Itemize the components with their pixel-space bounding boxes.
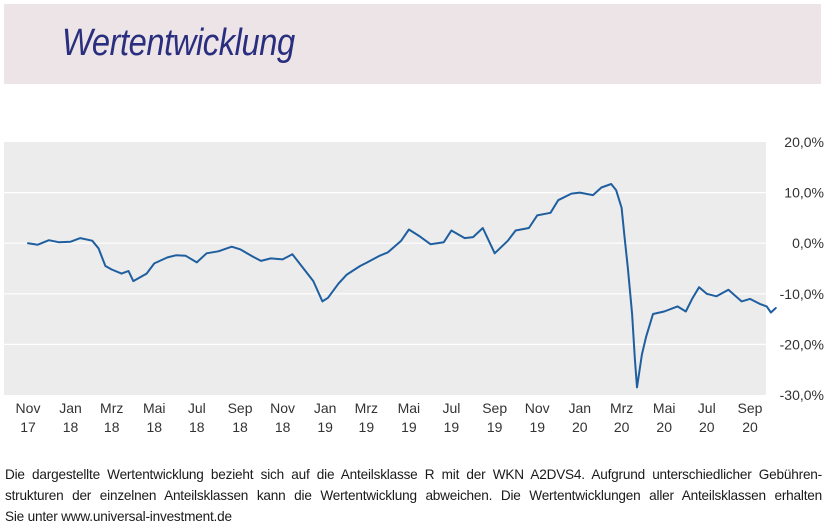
x-tick-month: Nov	[16, 400, 41, 416]
x-tick-year: 20	[656, 419, 672, 435]
y-tick-label: -30,0%	[780, 387, 824, 403]
x-tick-year: 20	[572, 419, 588, 435]
x-tick-month: Jul	[442, 400, 460, 416]
x-tick-year: 17	[20, 419, 36, 435]
x-tick-label: Nov 17	[16, 400, 41, 435]
x-tick-label: Nov 19	[525, 400, 550, 435]
x-tick-month: Jul	[698, 400, 716, 416]
y-tick-label: -20,0%	[780, 336, 824, 352]
x-tick-month: Jul	[188, 400, 206, 416]
x-tick-label: Mrz 20	[610, 400, 633, 435]
plot-background	[4, 142, 766, 395]
y-tick-label: -10,0%	[780, 286, 824, 302]
y-axis-ticks: -30,0% -20,0% -10,0% 0,0% 10,0% 20,0%	[780, 134, 824, 403]
x-tick-label: Mrz 19	[355, 400, 378, 435]
x-tick-label: Mai 20	[653, 400, 676, 435]
grid-lines	[4, 191, 766, 345]
x-tick-year: 18	[232, 419, 248, 435]
x-tick-label: Sep 19	[482, 400, 507, 435]
y-tick-label: 20,0%	[784, 134, 824, 150]
x-tick-label: Sep 18	[228, 400, 253, 435]
x-tick-year: 19	[529, 419, 545, 435]
x-tick-label: Jan 18	[59, 400, 82, 435]
x-axis-ticks: Nov 17 Jan 18 Mrz 18 Mai 18 Jul 18 Sep 18 Nov 18 Jan 19…	[16, 400, 763, 435]
x-tick-label: Mai 18	[143, 400, 166, 435]
x-tick-year: 19	[359, 419, 375, 435]
x-tick-month: Jan	[569, 400, 592, 416]
x-tick-month: Nov	[525, 400, 550, 416]
page-title: Wertentwicklung	[62, 22, 295, 64]
x-tick-label: Jul 18	[188, 400, 206, 435]
x-tick-label: Nov 18	[270, 400, 295, 435]
footnote-line-3: Sie unter www.universal-investment.de	[5, 509, 232, 524]
x-tick-year: 19	[317, 419, 333, 435]
footnote-line-1: Die dargestellte Wertentwicklung bezieht…	[5, 467, 822, 482]
x-tick-label: Mrz 18	[100, 400, 123, 435]
y-tick-label: 0,0%	[792, 235, 824, 251]
x-tick-year: 20	[699, 419, 715, 435]
x-tick-month: Mai	[398, 400, 421, 416]
x-tick-year: 19	[444, 419, 460, 435]
x-tick-month: Mrz	[355, 400, 378, 416]
x-tick-year: 20	[742, 419, 758, 435]
performance-chart: -30,0% -20,0% -10,0% 0,0% 10,0% 20,0% Nov 17 Ja…	[4, 134, 824, 435]
x-tick-month: Jan	[314, 400, 337, 416]
footnote-line-2: strukturen der einzelnen Anteilsklassen …	[5, 488, 822, 503]
x-tick-month: Sep	[228, 400, 253, 416]
x-tick-year: 18	[189, 419, 205, 435]
x-tick-month: Jan	[59, 400, 82, 416]
x-tick-month: Mrz	[100, 400, 123, 416]
x-tick-label: Jan 19	[314, 400, 337, 435]
x-tick-year: 18	[146, 419, 162, 435]
x-tick-year: 18	[104, 419, 120, 435]
title-band: Wertentwicklung	[4, 4, 821, 84]
x-tick-label: Jul 19	[442, 400, 460, 435]
x-tick-month: Nov	[270, 400, 295, 416]
x-tick-month: Sep	[482, 400, 507, 416]
x-tick-year: 19	[401, 419, 417, 435]
x-tick-year: 19	[487, 419, 503, 435]
x-tick-label: Sep 20	[738, 400, 763, 435]
x-tick-month: Mai	[653, 400, 676, 416]
x-tick-label: Mai 19	[398, 400, 421, 435]
x-tick-label: Jan 20	[569, 400, 592, 435]
x-tick-year: 18	[63, 419, 79, 435]
series-line	[27, 183, 777, 389]
x-tick-month: Mai	[143, 400, 166, 416]
x-tick-month: Sep	[738, 400, 763, 416]
x-tick-month: Mrz	[610, 400, 633, 416]
x-tick-year: 20	[614, 419, 630, 435]
y-tick-label: 10,0%	[784, 185, 824, 201]
x-tick-year: 18	[275, 419, 291, 435]
footnote: Die dargestellte Wertentwicklung bezieht…	[5, 464, 822, 527]
x-tick-label: Jul 20	[698, 400, 716, 435]
